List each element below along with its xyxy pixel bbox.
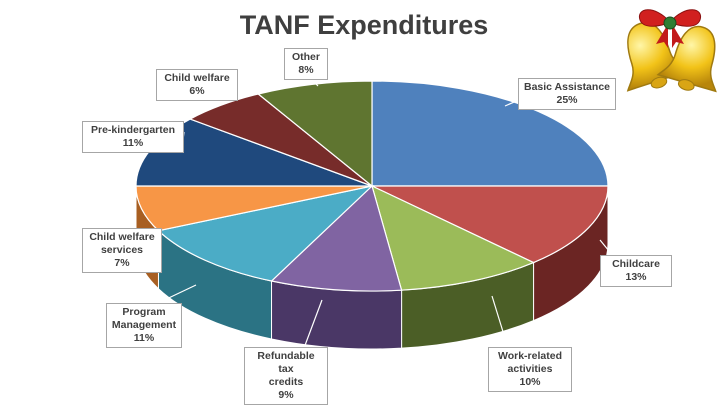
pie-slice-refundable-tax-credits [270, 184, 403, 292]
label-childcare: Childcare 13% [600, 255, 672, 287]
label-program-management: Program Management 11% [106, 303, 182, 348]
pie-slice-work-related-activities [371, 184, 536, 291]
leader-line [311, 79, 319, 87]
pie-tops [135, 80, 609, 292]
label-basic-assistance: Basic Assistance 25% [518, 78, 616, 110]
pie-slice-other [256, 80, 373, 188]
label-work-related-activities: Work-related activities 10% [488, 347, 572, 392]
leader-line [155, 284, 197, 305]
label-pre-kindergarten: Pre-kindergarten 11% [82, 121, 184, 153]
pie-slice-program-management [157, 184, 374, 282]
label-refundable-tax-credits: Refundable tax credits 9% [244, 347, 328, 405]
label-other: Other 8% [284, 48, 328, 80]
pie-slice-childcare [371, 185, 609, 264]
chart-title: TANF Expenditures [239, 10, 489, 40]
label-child-welfare-services: Child welfare services 7% [82, 228, 162, 273]
leader-line [237, 83, 251, 97]
leader-line [491, 295, 509, 349]
christmas-bells-icon [626, 9, 717, 93]
pie-slice-basic-assistance [371, 80, 609, 187]
label-child-welfare: Child welfare 6% [156, 69, 238, 101]
leader-line [303, 299, 323, 349]
